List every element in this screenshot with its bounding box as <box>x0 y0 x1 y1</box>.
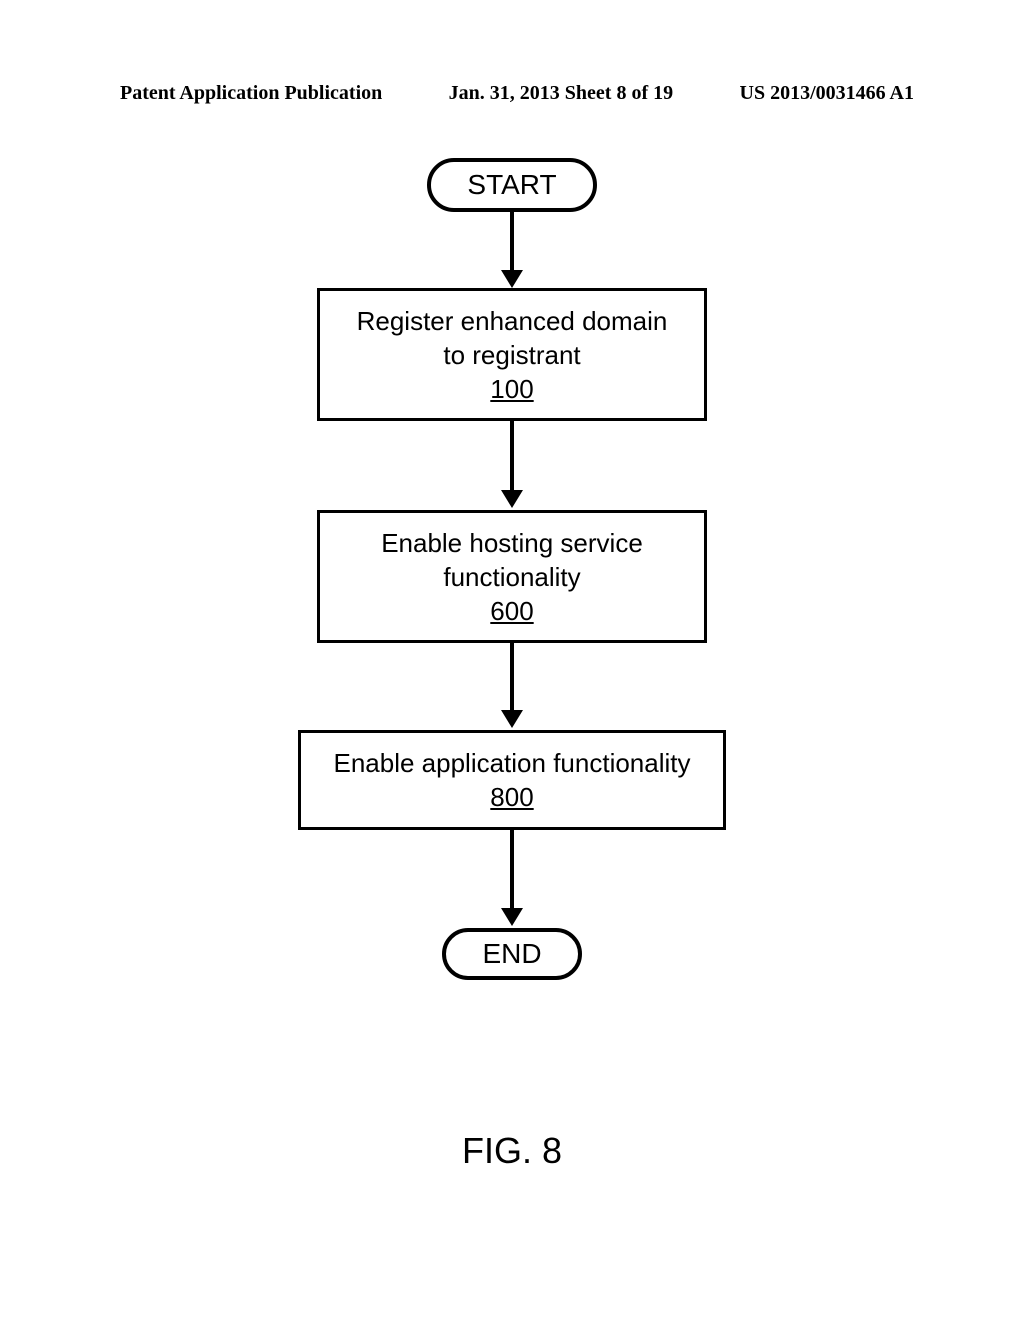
step-800-ref: 800 <box>319 781 705 815</box>
figure-caption-text: FIG. 8 <box>462 1130 562 1171</box>
figure-caption: FIG. 8 <box>462 1130 562 1172</box>
header-center: Jan. 31, 2013 Sheet 8 of 19 <box>449 82 673 105</box>
header-left: Patent Application Publication <box>120 82 382 105</box>
page: Patent Application Publication Jan. 31, … <box>0 0 1024 1320</box>
end-label: END <box>482 938 541 970</box>
step-100-ref: 100 <box>338 373 686 407</box>
header-right: US 2013/0031466 A1 <box>740 82 914 105</box>
step-800-line1: Enable application functionality <box>319 747 705 781</box>
step-600-line2: functionality <box>338 561 686 595</box>
flow-step-800: Enable application functionality 800 <box>298 730 726 830</box>
flow-end: END <box>442 928 582 980</box>
flow-step-600: Enable hosting service functionality 600 <box>317 510 707 643</box>
flow-start: START <box>427 158 597 212</box>
step-600-ref: 600 <box>338 595 686 629</box>
page-header: Patent Application Publication Jan. 31, … <box>0 82 1024 105</box>
step-600-line1: Enable hosting service <box>338 527 686 561</box>
start-label: START <box>467 169 556 201</box>
step-100-line2: to registrant <box>338 339 686 373</box>
flow-step-100: Register enhanced domain to registrant 1… <box>317 288 707 421</box>
step-100-line1: Register enhanced domain <box>338 305 686 339</box>
